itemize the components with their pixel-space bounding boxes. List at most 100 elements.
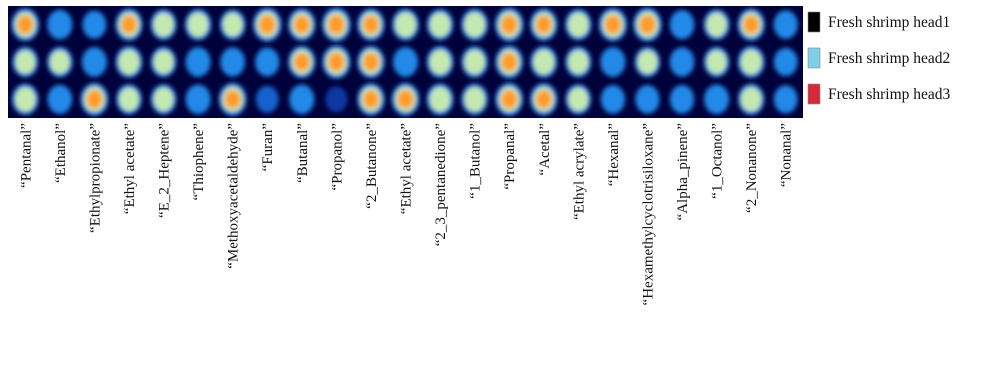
heatmap-cell-shape [429, 49, 451, 75]
heatmap-cell-shape [119, 87, 139, 112]
heatmap-cell [426, 46, 454, 78]
heatmap-cell [185, 47, 211, 77]
legend: Fresh shrimp head1 Fresh shrimp head2 Fres… [807, 11, 951, 105]
heatmap-cell-shape [86, 90, 103, 109]
heatmap-cell-shape [153, 87, 174, 112]
column-label: “Thiophene” [191, 123, 207, 200]
heatmap-cell-shape [740, 49, 762, 75]
heatmap-cell-shape [363, 52, 379, 72]
heatmap-cell-shape [325, 86, 348, 113]
heatmap-cell [392, 8, 419, 41]
heatmap-cell-shape [328, 52, 345, 72]
heatmap-cell [773, 47, 798, 77]
heatmap-cell [12, 46, 39, 78]
heatmap-cell [461, 83, 488, 115]
heatmap-cell [322, 45, 351, 79]
heatmap-cell [565, 84, 592, 115]
heatmap-cell-shape [464, 87, 485, 112]
column-label: “Propanal” [502, 123, 518, 190]
heatmap-cell-shape [185, 84, 211, 115]
heatmap-cell [703, 46, 730, 78]
heatmap-cell [150, 46, 177, 78]
heatmap-cell-shape [397, 90, 414, 109]
heatmap-cell [47, 9, 73, 40]
heatmap-cell [116, 84, 142, 115]
heatmap-cell-shape [294, 52, 310, 72]
column-label: “Nonanal” [779, 123, 795, 187]
heatmap-cell [669, 84, 695, 114]
legend-label: Fresh shrimp head2 [828, 50, 950, 67]
legend-item: Fresh shrimp head1 [807, 11, 950, 33]
legend-swatch [807, 83, 821, 105]
heatmap-cell [392, 47, 419, 77]
heatmap-cell-shape [501, 15, 518, 35]
heatmap-cell [115, 46, 143, 78]
heatmap-cell-shape [82, 10, 107, 39]
heatmap-cell [255, 47, 280, 77]
heatmap-cell-shape [706, 12, 727, 37]
heatmap-cell-shape [153, 12, 174, 37]
heatmap-cell [357, 8, 385, 41]
legend-swatch [807, 11, 821, 33]
column-label: “2_Butanone” [364, 123, 380, 209]
heatmap-cell-shape [600, 47, 626, 77]
column-label: “Ethyl acetate” [399, 123, 415, 214]
column-label: “Furan” [260, 123, 276, 171]
legend-label: Fresh shrimp head3 [828, 86, 951, 103]
heatmap-cell-shape [17, 15, 34, 34]
column-label: “Ethylpropionate” [87, 123, 103, 233]
heatmap-cell-shape [501, 90, 517, 109]
heatmap-cell-shape [669, 84, 695, 114]
heatmap-cell-shape [222, 12, 243, 37]
heatmap-cell-shape [14, 87, 36, 112]
legend-swatch [807, 47, 821, 69]
heatmap-cell-shape [47, 84, 73, 114]
heatmap-cell-shape [153, 50, 174, 74]
heatmap-cell-shape [501, 52, 517, 72]
heatmap-cell [288, 8, 316, 41]
heatmap-cell-shape [639, 15, 656, 35]
heatmap-cell [391, 82, 420, 116]
heatmap-cell [600, 47, 626, 77]
heatmap-cell [82, 10, 107, 39]
heatmap-cell-shape [121, 15, 137, 34]
heatmap-cell [11, 8, 40, 42]
heatmap-cell [704, 84, 730, 115]
heatmap-cell-shape [185, 47, 211, 77]
heatmap-cell [426, 83, 454, 116]
heatmap-cell-shape [47, 9, 73, 40]
heatmap-cell [669, 10, 695, 40]
heatmap-cell [635, 84, 660, 114]
heatmap-cell-shape [706, 50, 727, 74]
column-label: “Ethyl acetate” [122, 123, 138, 214]
column-label: “Alpha_pinene” [675, 123, 691, 220]
heatmap-cell-shape [773, 10, 798, 40]
heatmap-cell-shape [363, 90, 379, 109]
heatmap-cell-shape [464, 12, 486, 38]
heatmap-cell [219, 9, 246, 40]
heatmap-cell [288, 45, 316, 79]
heatmap-cell [47, 84, 73, 114]
heatmap-cell-shape [740, 87, 762, 112]
column-label: “Ethanol” [53, 123, 69, 183]
column-label: “Ethyl acrylate” [571, 123, 587, 220]
heatmap-cell-shape [429, 86, 451, 112]
heatmap-cell-shape [568, 87, 589, 112]
heatmap-cell [220, 47, 246, 77]
column-label: “Methoxyacetaldehyde” [226, 123, 242, 269]
heatmap-cell [289, 84, 315, 115]
heatmap-cell-shape [669, 47, 695, 77]
heatmap-cell-shape [536, 90, 552, 109]
heatmap-cell [150, 84, 177, 115]
column-label: “2_3_pentanedione” [433, 123, 449, 246]
heatmap-cell [703, 9, 730, 41]
heatmap-cell-shape [605, 15, 621, 34]
heatmap-cell-shape [773, 47, 798, 77]
heatmap-cell-shape [533, 49, 555, 75]
heatmap-cell [12, 83, 39, 115]
heatmap-cell [255, 85, 279, 113]
heatmap-cell-shape [187, 12, 209, 37]
heatmap-cell-shape [464, 49, 485, 75]
heatmap-cell [150, 9, 177, 41]
